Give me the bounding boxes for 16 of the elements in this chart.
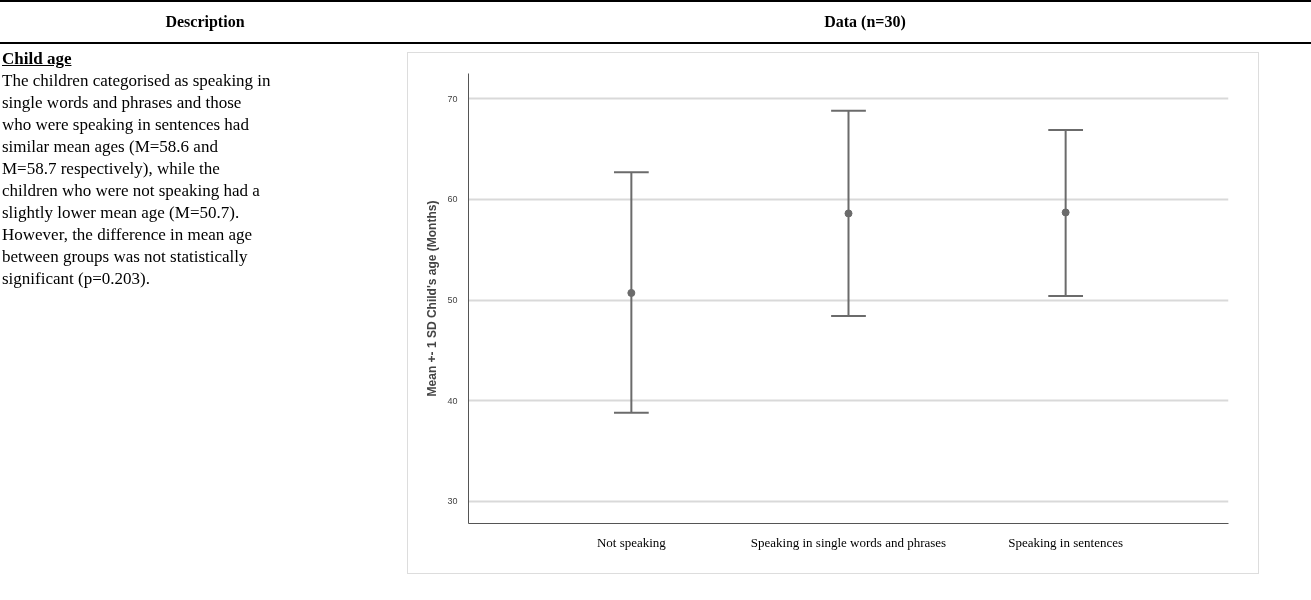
text: Description — [165, 12, 245, 33]
text: The children categorised as speaking in single words and phrases and those who were speaking in sentences had similar mean ages (M=58.6 and M=58.7 respectively), while the children who were not speaking had a slightly lower mean age (M=50.7). However, the difference in mean age between groups was not statistically significant (p=0.203). — [2, 71, 271, 288]
y-tick-label: 40 — [447, 395, 458, 406]
text: Child age — [2, 48, 73, 70]
y-axis-title: Mean +- 1 SD Child's age (Months) — [425, 200, 440, 397]
x-tick-label: Speaking in sentences — [1008, 534, 1124, 550]
y-tick-label: 70 — [447, 93, 458, 104]
point — [844, 209, 853, 218]
point — [627, 288, 636, 297]
point — [1061, 208, 1070, 217]
x-tick-label: Not speaking — [596, 534, 667, 550]
x-tick-label: Speaking in single words and phrases — [750, 534, 947, 550]
y-tick-label: 30 — [447, 496, 458, 507]
text: Data (n=30) — [824, 12, 906, 33]
y-tick-label: 60 — [447, 194, 458, 205]
y-tick-label: 50 — [447, 295, 458, 306]
